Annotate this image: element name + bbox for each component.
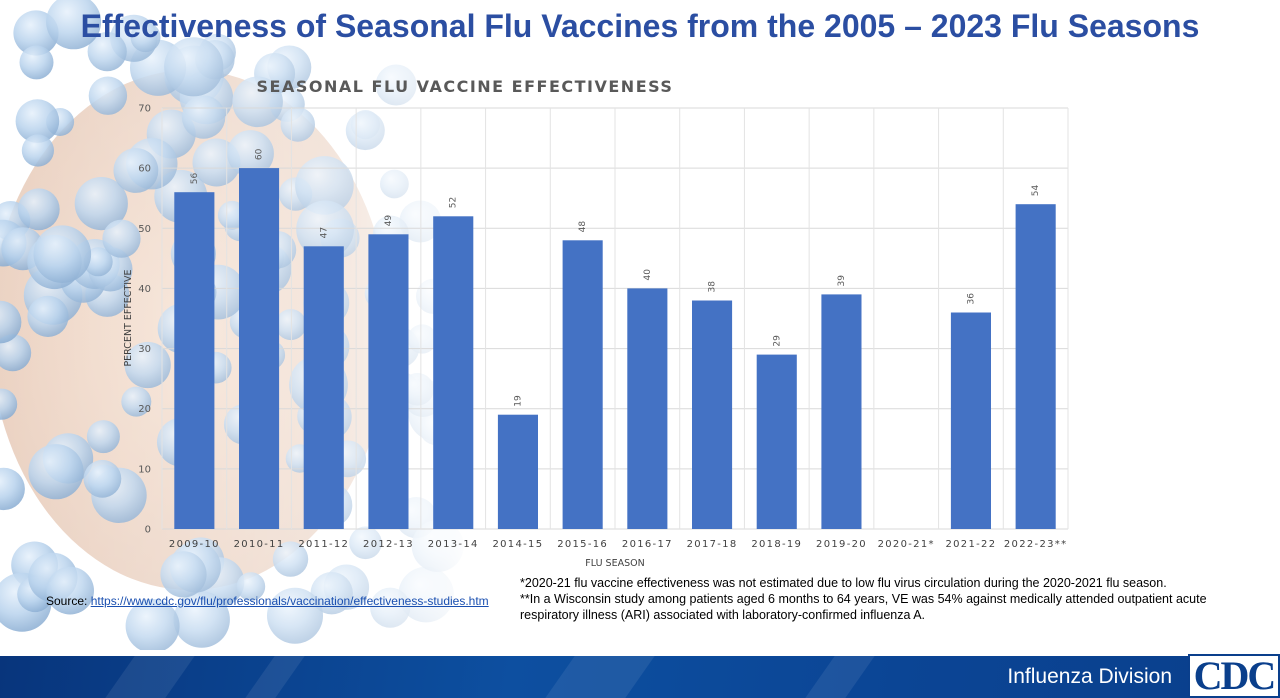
data-label: 54	[1031, 185, 1041, 197]
data-label: 60	[255, 148, 265, 160]
data-label: 56	[190, 172, 200, 184]
y-axis-label: PERCENT EFFECTIVE	[123, 269, 134, 366]
bar-2022-23	[1015, 204, 1056, 529]
bar-2009-10	[174, 192, 215, 529]
x-tick-label: 2012-13	[363, 539, 414, 550]
footnotes: *2020-21 flu vaccine effectiveness was n…	[520, 575, 1260, 623]
x-axis-label: FLU SEASON	[585, 558, 644, 569]
source-link[interactable]: https://www.cdc.gov/flu/professionals/va…	[90, 594, 489, 608]
chart-title: SEASONAL FLU VACCINE EFFECTIVENESS	[257, 77, 674, 96]
data-label: 39	[837, 275, 847, 287]
x-tick-label: 2016-17	[622, 539, 673, 550]
bar-2016-17	[627, 288, 668, 529]
cdc-logo: CDC	[1188, 654, 1280, 698]
x-tick-label: 2010-11	[234, 539, 285, 550]
influenza-division-label: Influenza Division	[1007, 665, 1172, 688]
data-label: 40	[643, 269, 653, 281]
y-tick-label: 50	[138, 224, 151, 235]
x-tick-label: 2020-21*	[878, 539, 935, 550]
x-tick-label: 2017-18	[687, 539, 738, 550]
bar-2019-20	[821, 294, 862, 529]
bar-2014-15	[497, 414, 538, 529]
source-label: Source:	[46, 594, 88, 608]
bar-2012-13	[368, 234, 409, 530]
footnote-2022-23: **In a Wisconsin study among patients ag…	[520, 592, 1207, 622]
x-tick-label: 2021-22	[945, 539, 996, 550]
bar-2018-19	[756, 354, 797, 529]
y-tick-label: 0	[145, 525, 151, 536]
y-tick-label: 70	[138, 104, 151, 115]
data-label: 36	[966, 293, 976, 305]
x-tick-label: 2009-10	[169, 539, 220, 550]
source-citation: Source: https://www.cdc.gov/flu/professi…	[46, 594, 489, 608]
footer-band	[0, 656, 1280, 698]
x-tick-label: 2014-15	[492, 539, 543, 550]
y-tick-label: 30	[138, 344, 151, 355]
y-tick-label: 10	[138, 464, 151, 475]
y-tick-label: 20	[138, 404, 151, 415]
x-tick-label: 2018-19	[751, 539, 802, 550]
slide-title: Effectiveness of Seasonal Flu Vaccines f…	[80, 8, 1200, 44]
bar-2010-11	[239, 168, 280, 529]
data-label: 19	[513, 395, 523, 407]
data-label: 52	[449, 197, 459, 208]
data-label: 48	[578, 221, 588, 233]
bar-2013-14	[433, 216, 474, 530]
data-label: 38	[708, 281, 718, 293]
bar-2021-22	[950, 312, 991, 529]
y-tick-label: 60	[138, 164, 151, 175]
footnote-2020-21: *2020-21 flu vaccine effectiveness was n…	[520, 576, 1167, 590]
x-tick-label: 2022-23**	[1004, 539, 1067, 550]
x-tick-label: 2013-14	[428, 539, 479, 550]
bar-2015-16	[562, 240, 603, 530]
x-tick-label: 2011-12	[298, 539, 349, 550]
bar-2011-12	[303, 246, 344, 530]
data-label: 29	[772, 335, 782, 347]
data-label: 49	[384, 215, 394, 227]
y-tick-label: 40	[138, 284, 151, 295]
x-tick-label: 2015-16	[557, 539, 608, 550]
x-tick-label: 2019-20	[816, 539, 867, 550]
bar-chart: SEASONAL FLU VACCINE EFFECTIVENESS 0 10 20…	[123, 77, 1069, 569]
data-label: 47	[319, 227, 329, 238]
bar-2017-18	[692, 300, 733, 529]
